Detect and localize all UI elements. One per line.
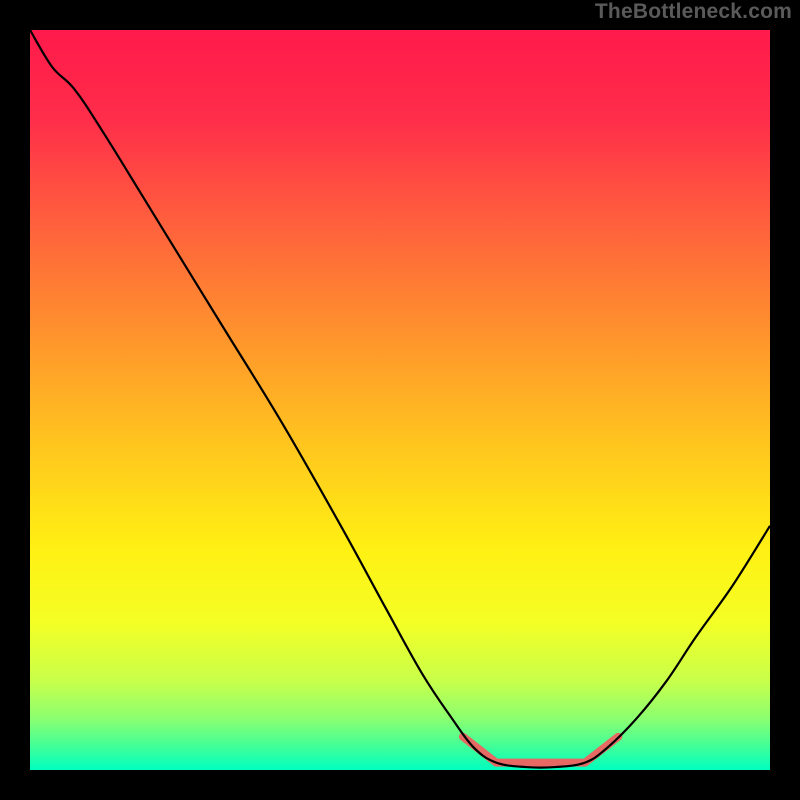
plot-area <box>30 30 770 770</box>
watermark-text: TheBottleneck.com <box>595 0 792 24</box>
chart-background <box>30 30 770 770</box>
canvas: TheBottleneck.com <box>0 0 800 800</box>
chart-svg <box>30 30 770 770</box>
